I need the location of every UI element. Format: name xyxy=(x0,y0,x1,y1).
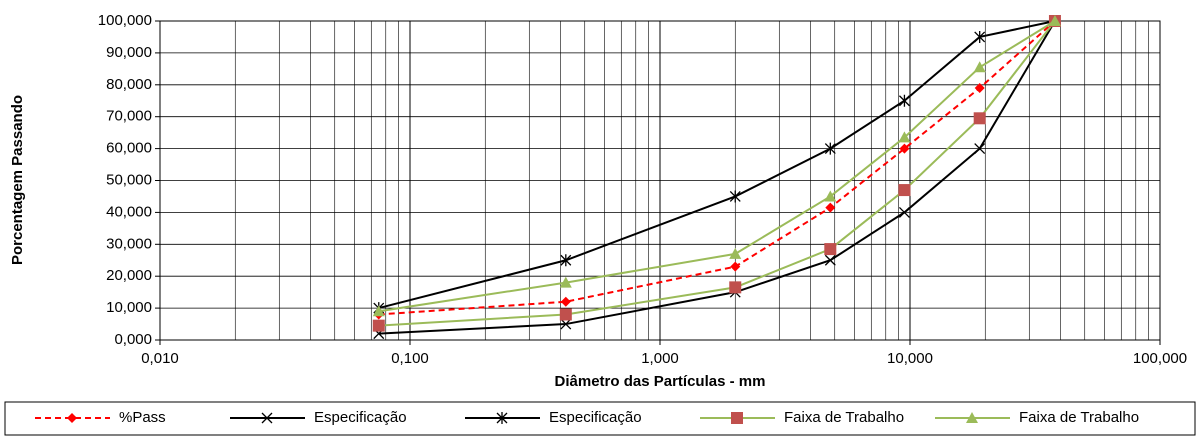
legend-label: Faixa de Trabalho xyxy=(1019,409,1139,426)
data-point xyxy=(730,261,741,272)
legend-label: %Pass xyxy=(119,409,166,426)
x-tick-label: 100,000 xyxy=(1133,350,1187,367)
data-point xyxy=(560,296,571,307)
data-point xyxy=(372,305,385,317)
y-axis-label: Porcentagem Passando xyxy=(9,95,26,265)
y-tick-label: 10,000 xyxy=(106,299,152,316)
y-tick-label: 100,000 xyxy=(98,12,152,29)
y-tick-label: 40,000 xyxy=(106,203,152,220)
legend-label: Especificação xyxy=(314,409,407,426)
data-point xyxy=(898,131,911,143)
legend-marker xyxy=(261,412,273,424)
data-point xyxy=(729,190,741,203)
x-tick-label: 0,100 xyxy=(391,350,429,367)
legend-box xyxy=(4,401,1196,436)
data-point xyxy=(974,143,986,155)
data-point xyxy=(898,94,910,107)
data-point xyxy=(824,142,836,155)
y-tick-label: 90,000 xyxy=(106,44,152,61)
data-point xyxy=(973,61,986,73)
data-point xyxy=(559,276,572,288)
data-point xyxy=(974,30,986,43)
data-point xyxy=(824,243,837,256)
legend-marker xyxy=(496,412,508,424)
y-tick-label: 70,000 xyxy=(106,108,152,125)
y-tick-label: 80,000 xyxy=(106,76,152,93)
legend-label: Especificação xyxy=(549,409,642,426)
data-point xyxy=(825,202,836,213)
data-point xyxy=(824,190,837,202)
x-tick-label: 1,000 xyxy=(641,350,679,367)
data-point xyxy=(974,82,985,93)
data-point xyxy=(899,143,910,154)
data-point xyxy=(560,318,572,330)
data-point xyxy=(560,254,572,267)
y-tick-label: 20,000 xyxy=(106,267,152,284)
data-point xyxy=(973,112,986,125)
y-tick-label: 50,000 xyxy=(106,171,152,188)
y-tick-label: 60,000 xyxy=(106,140,152,157)
data-point xyxy=(898,184,911,197)
data-point xyxy=(729,281,742,294)
legend-label: Faixa de Trabalho xyxy=(784,409,904,426)
x-axis-label: Diâmetro das Partículas - mm xyxy=(555,373,766,390)
data-point xyxy=(372,319,385,332)
x-tick-label: 0,010 xyxy=(141,350,179,367)
legend-marker xyxy=(731,412,743,424)
plot-border xyxy=(159,20,1161,341)
y-tick-label: 30,000 xyxy=(106,235,152,252)
data-point xyxy=(1048,15,1061,26)
y-tick-label: 0,000 xyxy=(114,331,152,348)
legend-marker xyxy=(966,412,978,423)
data-point xyxy=(898,206,910,218)
legend-marker xyxy=(67,413,77,423)
x-tick-label: 10,000 xyxy=(887,350,933,367)
data-point xyxy=(729,247,742,259)
data-point xyxy=(824,254,836,266)
data-point xyxy=(559,308,572,321)
